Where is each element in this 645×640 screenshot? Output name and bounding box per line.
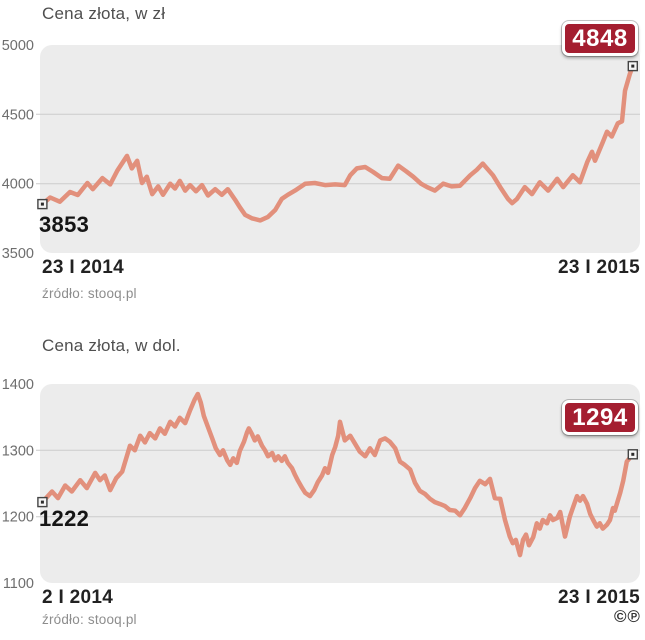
gold-price-pln-chart: 5000 4500 4000 3500 xyxy=(2,38,640,261)
price-line xyxy=(40,391,636,558)
start-point-marker-dot xyxy=(40,202,44,206)
plot-area xyxy=(40,384,640,583)
start-value-label-pln: 3853 xyxy=(39,212,90,237)
x-axis-start-date-usd: 2 I 2014 xyxy=(42,587,114,608)
end-value-badge-pln: 4848 xyxy=(562,21,638,56)
chart-title-usd: Cena złota, w dol. xyxy=(42,336,181,355)
y-tick-label: 1300 xyxy=(2,443,34,459)
y-tick-label: 4000 xyxy=(2,177,34,193)
start-value-label-usd: 1222 xyxy=(39,506,90,531)
copyright-mark: ©℗ xyxy=(613,607,641,626)
y-tick-label: 4500 xyxy=(2,107,34,123)
y-tick-label: 1200 xyxy=(2,510,34,526)
chart-title-pln: Cena złota, w zł xyxy=(42,4,166,23)
gold-price-usd-chart: 1400 1300 1200 1100 xyxy=(2,377,640,592)
y-tick-label: 5000 xyxy=(2,38,34,54)
x-axis-start-date-pln: 23 I 2014 xyxy=(42,257,124,278)
source-credit-pln: źródło: stooq.pl xyxy=(42,286,137,301)
end-value-badge-usd: 1294 xyxy=(562,400,638,435)
end-point-marker-dot xyxy=(631,452,635,456)
source-credit-usd: źródło: stooq.pl xyxy=(42,612,137,627)
end-point-marker-dot xyxy=(631,64,635,68)
y-tick-label: 3500 xyxy=(2,246,34,261)
plot-area xyxy=(40,45,640,253)
y-tick-label: 1100 xyxy=(3,576,34,592)
x-axis-end-date-pln: 23 I 2015 xyxy=(558,257,640,278)
start-point-marker-dot xyxy=(40,500,44,504)
price-line xyxy=(40,63,636,223)
y-tick-label: 1400 xyxy=(2,377,34,393)
x-axis-end-date-usd: 23 I 2015 xyxy=(558,587,640,608)
